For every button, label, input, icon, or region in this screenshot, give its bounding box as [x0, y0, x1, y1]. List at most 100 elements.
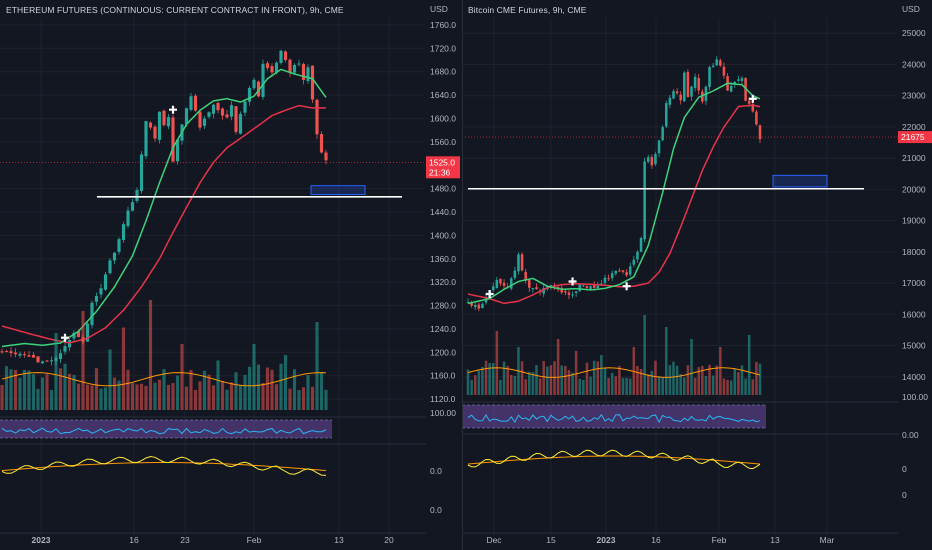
- volume-bar: [484, 360, 488, 395]
- candle-body: [220, 108, 225, 116]
- volume-bar: [574, 351, 578, 395]
- volume-bar: [621, 377, 625, 395]
- candle-body: [614, 270, 618, 274]
- panel-axis-label: 0: [902, 464, 907, 474]
- y-tick-label: 25000: [902, 28, 926, 38]
- candle-body: [288, 59, 292, 73]
- signal-marker: [568, 277, 577, 286]
- candle-body: [40, 361, 45, 364]
- candle-body: [85, 323, 90, 342]
- candle-body: [207, 112, 211, 117]
- y-tick-label: 19000: [902, 216, 926, 226]
- y-tick-label: 22000: [902, 122, 926, 132]
- y-tick-label: 24000: [902, 59, 926, 69]
- candle-body: [94, 295, 99, 302]
- candle-body: [737, 79, 740, 81]
- volume-bar: [81, 311, 85, 410]
- panel-axis-label: 100.00: [902, 392, 928, 402]
- rsi-line: [1, 427, 327, 435]
- candle-body: [310, 65, 315, 100]
- candle-body: [535, 287, 538, 290]
- volume-bar: [589, 376, 592, 395]
- candle-body: [297, 63, 301, 65]
- volume-bar: [553, 361, 556, 395]
- oscillator-fast-line: [1, 455, 327, 476]
- volume-bar: [657, 376, 661, 395]
- volume-bar: [722, 378, 726, 395]
- y-tick-label: 1280.0: [430, 301, 456, 311]
- y-tick-label: 1600.0: [430, 113, 456, 123]
- candle-body: [202, 118, 207, 126]
- candle-body: [166, 117, 171, 127]
- y-tick-label: 14000: [902, 372, 926, 382]
- y-tick-label: 1560.0: [430, 137, 456, 147]
- candle-body: [18, 353, 22, 356]
- volume-bar: [708, 364, 711, 395]
- volume-bar: [324, 389, 328, 410]
- candle-body: [22, 354, 27, 356]
- candle-body: [49, 360, 54, 362]
- bitcoin-chart-pane[interactable]: USD 25000 24000 23000 22000 21000 20000 19000 18…: [462, 0, 932, 550]
- candle-body: [719, 60, 722, 66]
- volume-bar: [171, 383, 175, 410]
- candle-body: [567, 292, 571, 295]
- volume-bar: [751, 379, 755, 395]
- volume-bar: [306, 375, 310, 410]
- candle-body: [542, 287, 545, 294]
- ethereum-chart-pane[interactable]: USD 1760.0 1720.0 1680.0 1640.0 1600.0 1560.0 1…: [0, 0, 462, 550]
- candle-body: [175, 139, 180, 162]
- volume-bar: [729, 380, 733, 395]
- volume-bar: [650, 370, 654, 395]
- candle-body: [153, 126, 157, 139]
- candle-body: [216, 102, 220, 111]
- volume-bar: [76, 383, 81, 410]
- price-badge-bg: [898, 131, 932, 144]
- candle-body: [491, 286, 495, 291]
- candle-body: [495, 280, 499, 288]
- volume-bar: [256, 364, 261, 410]
- ma-slow-line: [1, 104, 326, 344]
- panel-axis-label: 0: [902, 490, 907, 500]
- candle-body: [76, 331, 81, 338]
- bitcoin-chart-title: Bitcoin CME Futures, 9h, CME: [468, 5, 587, 15]
- x-tick-label: 16: [129, 535, 139, 545]
- volume-bar: [531, 372, 535, 395]
- candle-body: [31, 354, 36, 358]
- volume-bar: [85, 384, 90, 410]
- volume-bar: [220, 380, 225, 410]
- volume-bar: [63, 363, 67, 410]
- volume-bar: [121, 327, 126, 410]
- candle-body: [481, 303, 484, 309]
- bitcoin-chart-svg[interactable]: USD 25000 24000 23000 22000 21000 20000 19000 18…: [462, 0, 932, 550]
- volume-bar: [27, 370, 31, 410]
- candle-body: [740, 78, 744, 81]
- volume-bar: [524, 379, 527, 395]
- y-tick-label: 1120.0: [430, 394, 456, 404]
- volume-bar: [198, 381, 202, 410]
- candle-body: [171, 117, 175, 162]
- candle-body: [654, 153, 657, 165]
- volume-bar: [571, 372, 574, 395]
- y-tick-label: 1440.0: [430, 207, 456, 217]
- volume-bar: [582, 379, 585, 395]
- volume-bar: [628, 378, 632, 395]
- y-tick-label: 21000: [902, 153, 926, 163]
- price-badge-value: 1525.0: [429, 157, 455, 167]
- candle-body: [499, 278, 502, 284]
- candle-body: [112, 252, 117, 261]
- candle-body: [722, 66, 726, 76]
- candle-body: [690, 86, 693, 97]
- x-tick-label: 2023: [32, 535, 51, 545]
- volume-bar: [112, 377, 117, 410]
- candle-body: [560, 287, 563, 293]
- volume-bar: [618, 365, 621, 395]
- candle-body: [693, 76, 697, 88]
- volume-bar: [189, 369, 193, 410]
- ethereum-chart-svg[interactable]: USD 1760.0 1720.0 1680.0 1640.0 1600.0 1560.0 1…: [0, 0, 462, 550]
- volume-bar: [117, 380, 121, 410]
- candle-body: [274, 62, 279, 73]
- candle-body: [610, 273, 614, 279]
- candle-body: [524, 271, 527, 281]
- volume-bar: [646, 374, 650, 395]
- oscillator-fast-line: [467, 449, 761, 470]
